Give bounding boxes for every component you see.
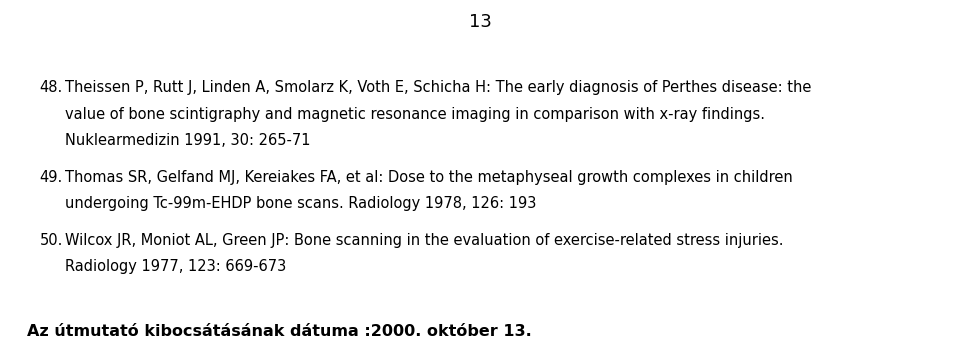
Text: Nuklearmedizin 1991, 30: 265-71: Nuklearmedizin 1991, 30: 265-71 xyxy=(65,133,310,148)
Text: 13: 13 xyxy=(468,13,492,31)
Text: Theissen P, Rutt J, Linden A, Smolarz K, Voth E, Schicha H: The early diagnosis : Theissen P, Rutt J, Linden A, Smolarz K,… xyxy=(65,80,811,95)
Text: Radiology 1977, 123: 669-673: Radiology 1977, 123: 669-673 xyxy=(65,259,286,274)
Text: 50.: 50. xyxy=(39,232,63,247)
Text: Wilcox JR, Moniot AL, Green JP: Bone scanning in the evaluation of exercise-rela: Wilcox JR, Moniot AL, Green JP: Bone sca… xyxy=(65,232,783,247)
Text: value of bone scintigraphy and magnetic resonance imaging in comparison with x-r: value of bone scintigraphy and magnetic … xyxy=(65,106,765,121)
Text: Az útmutató kibocsátásának dátuma :2000. október 13.: Az útmutató kibocsátásának dátuma :2000.… xyxy=(27,324,532,339)
Text: Thomas SR, Gelfand MJ, Kereiakes FA, et al: Dose to the metaphyseal growth compl: Thomas SR, Gelfand MJ, Kereiakes FA, et … xyxy=(65,170,793,185)
Text: 48.: 48. xyxy=(39,80,63,95)
Text: 49.: 49. xyxy=(39,170,63,185)
Text: undergoing Tc-99m-EHDP bone scans. Radiology 1978, 126: 193: undergoing Tc-99m-EHDP bone scans. Radio… xyxy=(65,196,537,211)
